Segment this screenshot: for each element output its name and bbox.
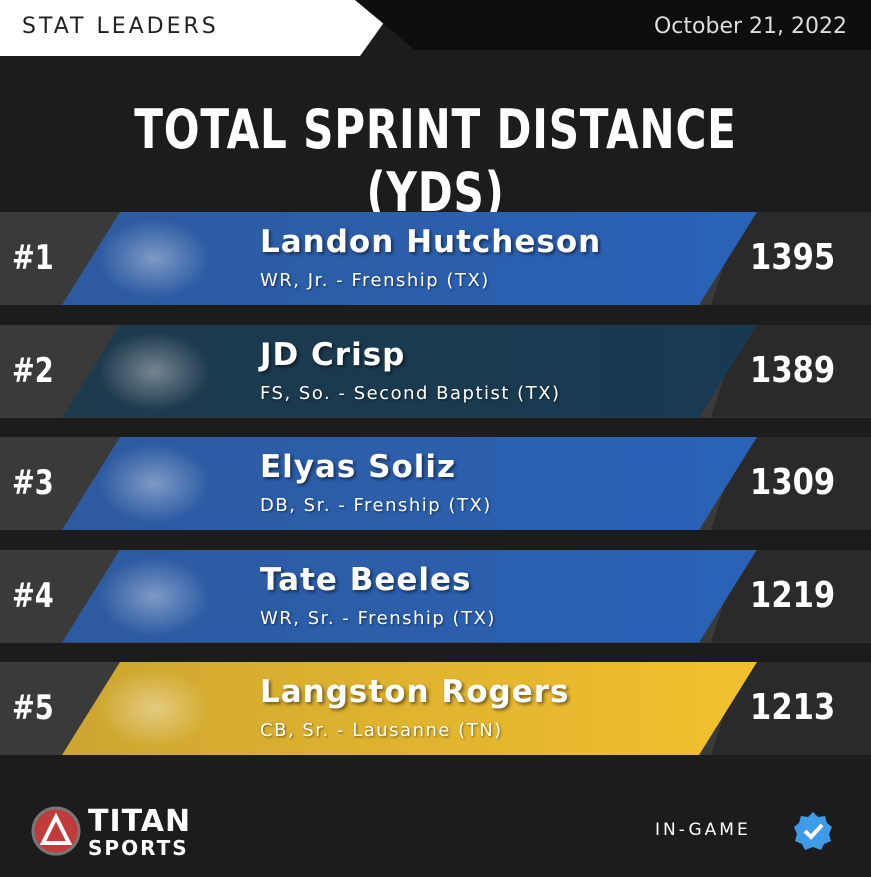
title: TOTAL SPRINT DISTANCE (YDS) — [134, 98, 737, 224]
value: 1389 — [749, 349, 835, 391]
player-name: JD Crisp — [260, 336, 406, 373]
player-detail: FS, So. - Second Baptist (TX) — [260, 382, 561, 404]
verified-badge — [794, 812, 832, 850]
team-logo — [100, 212, 220, 305]
value: 1395 — [749, 237, 835, 278]
value: 1219 — [749, 574, 835, 616]
row-band — [62, 437, 757, 530]
brand-bottom: SPORTS — [88, 836, 189, 860]
row-band — [62, 549, 757, 643]
player-name: Tate Beeles — [260, 561, 472, 598]
team-logo — [100, 662, 220, 755]
player-name: Landon Hutcheson — [260, 224, 602, 260]
player-detail: CB, Sr. - Lausanne (TN) — [260, 720, 503, 741]
header-date-band — [355, 0, 871, 50]
header-band — [0, 0, 400, 56]
badge-text: IN-GAME — [655, 820, 751, 840]
player-detail: WR, Jr. - Frenship (TX) — [260, 270, 490, 291]
team-logo — [100, 324, 220, 418]
row-band — [62, 324, 757, 418]
player-detail: DB, Sr. - Frenship (TX) — [260, 495, 492, 516]
value: 1213 — [749, 687, 835, 728]
header-label: STAT LEADERS — [22, 14, 219, 39]
row-band — [62, 212, 757, 305]
row-band — [62, 662, 757, 755]
rank: #2 — [12, 350, 54, 391]
brand-logo — [31, 806, 81, 856]
rank: #3 — [12, 463, 54, 503]
rank: #1 — [12, 238, 54, 278]
player-detail: WR, Sr. - Frenship (TX) — [260, 607, 496, 629]
player-name: Langston Rogers — [260, 674, 570, 710]
team-logo — [100, 437, 220, 530]
value: 1309 — [749, 462, 835, 503]
team-logo — [100, 549, 220, 643]
player-name: Elyas Soliz — [260, 449, 457, 485]
brand-top: TITAN — [88, 804, 192, 839]
rank: #5 — [12, 688, 54, 728]
header-date: October 21, 2022 — [653, 14, 847, 39]
rank: #4 — [12, 575, 54, 616]
